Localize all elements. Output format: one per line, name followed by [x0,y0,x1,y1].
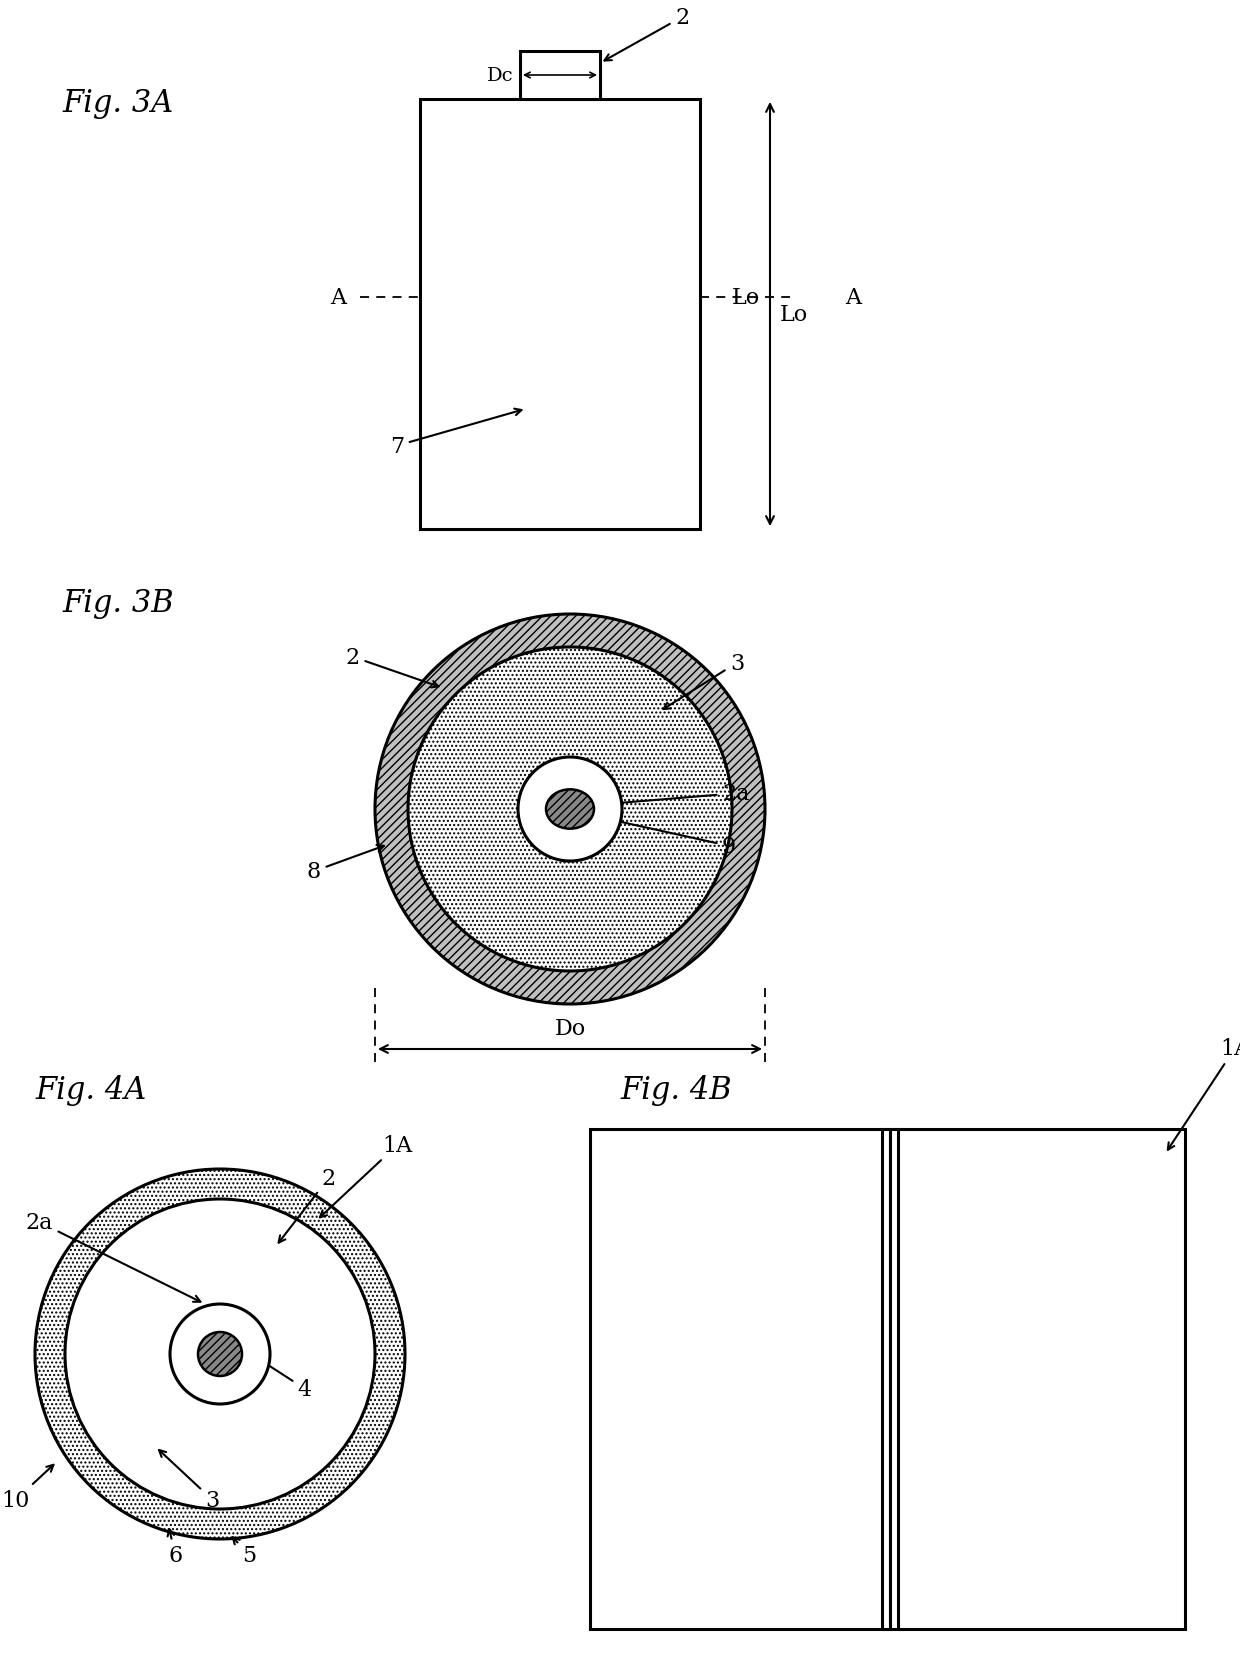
Ellipse shape [64,1200,374,1509]
Text: 1A: 1A [1168,1037,1240,1151]
Ellipse shape [546,790,594,830]
Text: Dc: Dc [487,67,515,86]
Text: Lo: Lo [780,304,808,326]
Text: 3: 3 [159,1450,219,1510]
Ellipse shape [374,615,765,1005]
Text: 2: 2 [346,647,439,689]
Text: Fig. 3B: Fig. 3B [62,588,174,618]
Text: Lo: Lo [732,287,760,309]
Text: 7: 7 [391,410,522,457]
Text: A: A [330,287,346,309]
Ellipse shape [408,647,732,971]
Text: 8: 8 [306,845,384,882]
Text: 1A: 1A [320,1134,413,1218]
Text: 3: 3 [663,652,744,709]
Text: Do: Do [554,1018,585,1040]
Text: Fig. 4B: Fig. 4B [620,1075,732,1105]
Text: A: A [844,287,861,309]
Ellipse shape [518,758,622,862]
Text: 9: 9 [589,813,737,857]
Text: 6: 6 [167,1529,182,1566]
Bar [890,1129,1185,1630]
Text: Fig. 4A: Fig. 4A [35,1075,146,1105]
Text: 4: 4 [255,1357,311,1399]
Text: 2: 2 [279,1168,336,1243]
Text: 5: 5 [233,1537,257,1566]
Text: 2: 2 [604,7,689,62]
Bar [420,99,701,529]
Ellipse shape [170,1304,270,1404]
Bar [520,52,600,99]
Ellipse shape [35,1169,405,1539]
Bar [590,1129,890,1630]
Ellipse shape [198,1332,242,1376]
Text: Fig. 3A: Fig. 3A [62,87,174,119]
Text: 2a: 2a [614,783,749,806]
Text: 2a: 2a [26,1211,201,1302]
Text: 10: 10 [1,1465,53,1510]
